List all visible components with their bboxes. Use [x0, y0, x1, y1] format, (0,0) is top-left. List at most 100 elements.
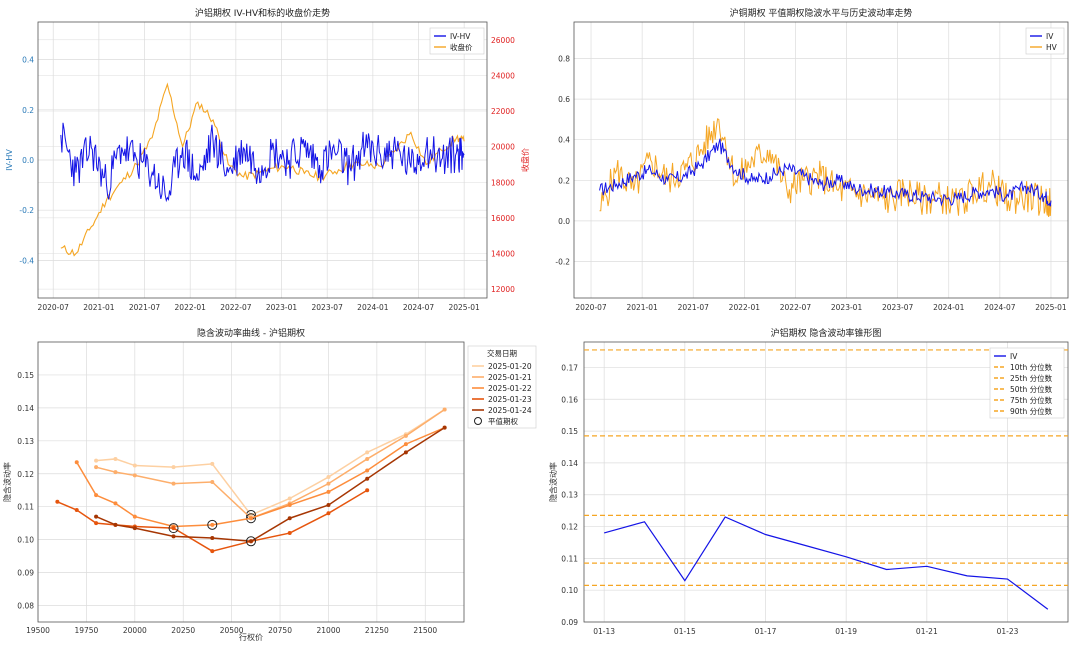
legend-box: [989, 347, 1065, 419]
y-tick-label: -0.4: [19, 256, 34, 265]
y-tick-label: 0.17: [561, 363, 578, 372]
series-line-close-price: [60, 82, 465, 257]
smile-point: [94, 465, 99, 470]
x-tick-label: 2023-07: [312, 303, 344, 312]
panel0-frame: [37, 21, 488, 299]
y-tick-label: 0.09: [561, 618, 578, 627]
x-tick-label: 2021-01: [83, 303, 115, 312]
smile-point: [365, 456, 370, 461]
y-tick-label: 0.6: [558, 95, 570, 104]
smile-point: [442, 425, 447, 430]
y-tick-label: 0.11: [17, 503, 34, 512]
x-tick-label: 19750: [74, 626, 98, 635]
legend-label: IV-HV: [450, 32, 471, 41]
x-tick-label: 01-17: [755, 627, 777, 636]
legend-label: 90th 分位数: [1010, 406, 1053, 416]
x-tick-label: 2023-07: [882, 303, 914, 312]
x-tick-label: 01-23: [997, 627, 1019, 636]
panel1-title: 沪铜期权 平值期权隐波水平与历史波动率走势: [730, 7, 913, 19]
legend-label: 2025-01-23: [488, 395, 532, 404]
y-tick-label: 0.0: [22, 156, 34, 165]
smile-point: [326, 481, 331, 486]
smile-point: [74, 460, 79, 465]
legend-box: [467, 345, 537, 429]
y-tick-label: 0.13: [561, 491, 578, 500]
y-tick-label: 0.12: [17, 470, 34, 479]
y-tick-label: 0.10: [17, 536, 34, 545]
smile-point: [113, 522, 118, 527]
x-tick-label: 2024-01: [933, 303, 965, 312]
legend-label: 10th 分位数: [1010, 362, 1053, 372]
x-tick-label: 2020-07: [38, 303, 70, 312]
panel3-title: 沪铝期权 隐含波动率锥形图: [771, 327, 882, 339]
x-tick-label: 2022-01: [175, 303, 207, 312]
smile-point: [442, 407, 447, 412]
smile-point: [171, 481, 176, 486]
smile-point: [74, 508, 79, 512]
y-tick-label: 0.2: [558, 176, 570, 185]
y-tick-label: 0.13: [17, 437, 34, 446]
legend-label: 2025-01-22: [488, 384, 532, 393]
smile-point: [171, 526, 176, 531]
y-tick-label: 0.14: [561, 459, 578, 468]
smile-point: [249, 539, 253, 544]
legend-label: 2025-01-21: [488, 373, 532, 382]
y2-tick-label: 12000: [491, 285, 515, 294]
chart-iv-hv-price: 2020-07 2021-01 2021-07 2022-01 2022-07 2023-…: [5, 7, 530, 312]
x-tick-label: 01-19: [835, 627, 857, 636]
y-axis-label: 隐含波动率: [2, 462, 12, 502]
y-axis-label: 隐含波动率: [548, 462, 558, 502]
smile-point: [94, 493, 99, 498]
smile-point: [210, 522, 215, 527]
legend-label: HV: [1046, 43, 1058, 52]
y-tick-label: 0.08: [17, 602, 34, 611]
smile-point: [132, 514, 137, 519]
x-tick-label: 19500: [26, 626, 50, 635]
smile-point: [55, 499, 60, 504]
y2-tick-label: 22000: [491, 107, 515, 116]
x-tick-label: 2023-01: [831, 303, 863, 312]
x-tick-label: 20500: [220, 626, 244, 635]
legend-title: 交易日期: [487, 348, 517, 358]
y2-tick-label: 26000: [491, 36, 515, 45]
atm-marker: [168, 523, 179, 534]
y-tick-label: 0.16: [561, 395, 578, 404]
smile-line-2025-01-22: [76, 426, 445, 528]
y-tick-label: 0.15: [561, 427, 578, 436]
panel1-frame: [573, 21, 1069, 299]
smile-point: [365, 476, 370, 481]
smile-point: [94, 521, 99, 526]
smile-point: [210, 461, 215, 466]
x-tick-label: 2023-01: [266, 303, 298, 312]
x-tick-label: 2022-01: [729, 303, 761, 312]
panel2-frame: [37, 341, 465, 623]
smile-point: [113, 501, 118, 506]
smile-point: [132, 473, 137, 478]
x-tick-label: 20750: [268, 626, 292, 635]
panel0-title: 沪铝期权 IV-HV和标的收盘价走势: [195, 7, 330, 19]
smile-point: [249, 516, 253, 521]
smile-point: [326, 489, 331, 494]
y-tick-label: -0.2: [19, 206, 34, 215]
x-tick-label: 20000: [123, 626, 147, 635]
smile-point: [171, 534, 176, 539]
smile-point: [326, 503, 331, 508]
smile-point: [113, 470, 118, 475]
y-tick-label: 0.2: [22, 106, 34, 115]
legend-box: [429, 27, 485, 55]
smile-point: [132, 463, 137, 468]
y-tick-label: 0.10: [561, 586, 578, 595]
y2-tick-label: 24000: [491, 71, 515, 80]
x-tick-label: 2021-07: [678, 303, 710, 312]
smile-point: [287, 531, 292, 536]
x-tick-label: 2021-01: [626, 303, 658, 312]
y2-tick-label: 20000: [491, 143, 515, 152]
atm-marker: [246, 536, 256, 547]
y-tick-label: 0.14: [17, 404, 34, 413]
series-line-iv-hv: [60, 122, 465, 203]
smile-point: [210, 536, 215, 540]
legend-label: IV: [1010, 352, 1018, 361]
legend-swatch: [474, 417, 482, 425]
legend-label: 2025-01-24: [488, 406, 532, 415]
smile-point: [287, 516, 292, 521]
